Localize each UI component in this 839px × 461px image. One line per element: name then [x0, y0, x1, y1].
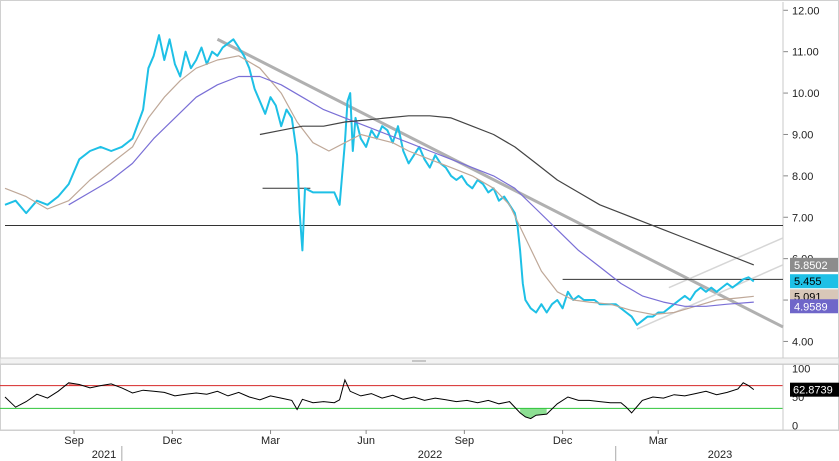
- price-y-tick-label: 8.00: [792, 171, 813, 183]
- price-y-tick-label: 12.00: [792, 5, 820, 17]
- price-y-tick-label: 11.00: [792, 47, 819, 59]
- x-tick-label: Sep: [64, 435, 84, 447]
- trendline-line: [668, 237, 784, 289]
- trendline-line: [636, 264, 784, 330]
- oscillator-panel-frame: [0, 364, 839, 431]
- last-value-tag: [790, 274, 838, 289]
- last-value-tag: [790, 257, 838, 272]
- x-tick-label: Mar: [261, 435, 280, 447]
- oscillator-y-tick-label: 100: [792, 364, 810, 376]
- oscillator-series: [4, 378, 755, 420]
- price-series: [4, 34, 755, 326]
- x-tick-label: Mar: [649, 435, 668, 447]
- x-tick-label: Jun: [357, 435, 375, 447]
- year-label: 2021: [92, 449, 116, 461]
- x-tick-label: Dec: [553, 435, 573, 447]
- last-value-tag-label: 5.8502: [794, 260, 828, 272]
- last-value-tag-label: 5.455: [794, 276, 822, 288]
- price-y-tick-label: 7.00: [792, 212, 813, 224]
- trendline-line: [216, 37, 784, 329]
- medium-moving-average-series: [68, 75, 754, 307]
- oscillator-last-value-tag: [790, 382, 839, 397]
- last-value-tag-label: 4.9589: [794, 301, 828, 313]
- oscillator-last-value-tag-label: 62.8739: [793, 385, 833, 397]
- x-tick-label: Sep: [455, 435, 475, 447]
- x-tick-label: Dec: [163, 435, 183, 447]
- oscillator-y-tick-label: 0: [792, 420, 798, 432]
- long-moving-average-series: [259, 115, 755, 266]
- year-label: 2022: [418, 449, 442, 461]
- last-value-tag: [790, 299, 838, 314]
- short-moving-average-series: [4, 55, 754, 316]
- price-y-tick-label: 10.00: [792, 88, 820, 100]
- price-y-tick-label: 4.00: [792, 336, 813, 348]
- year-label: 2023: [708, 449, 732, 461]
- oversold-fill: [520, 408, 547, 419]
- price-y-tick-label: 9.00: [792, 129, 813, 141]
